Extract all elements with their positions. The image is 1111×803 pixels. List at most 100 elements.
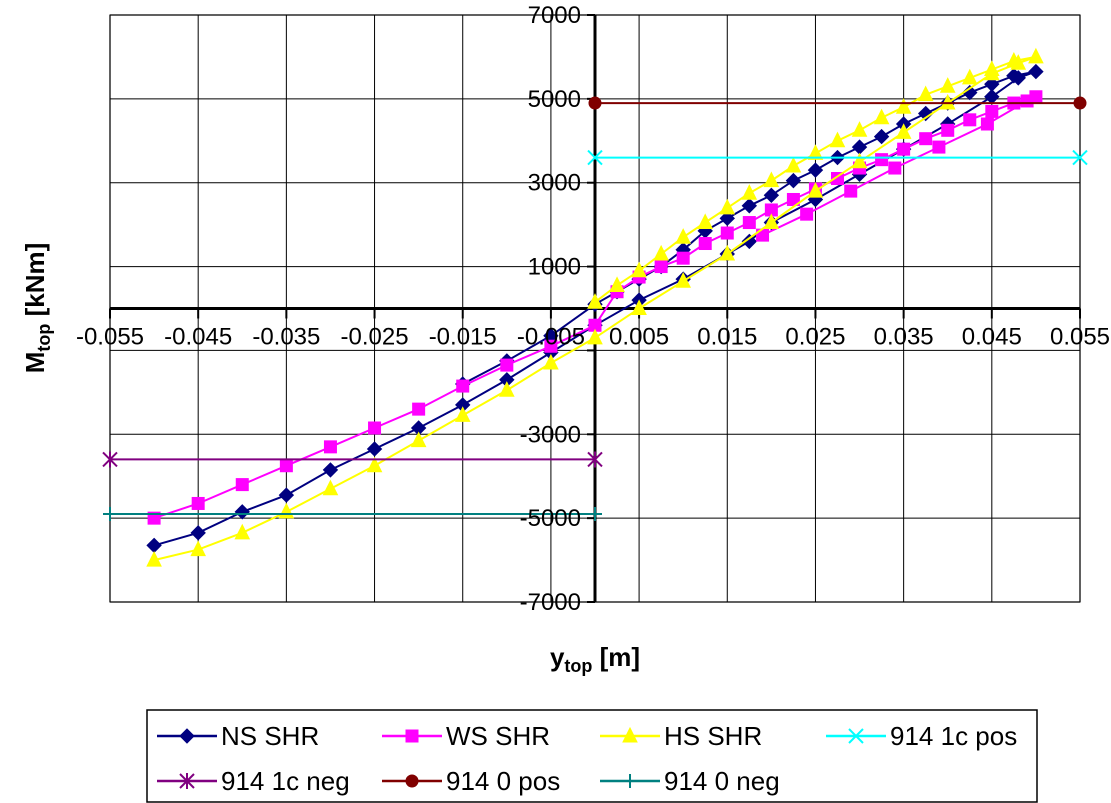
data-point-hs-shr bbox=[763, 171, 780, 188]
data-point-hs-shr bbox=[895, 98, 912, 114]
series-914-0-pos bbox=[588, 96, 1087, 110]
data-point-hs-shr bbox=[939, 93, 956, 110]
tick-labels: -0.055 -0.045 -0.035 -0.025 -0.015 -0.005 0.00… bbox=[76, 2, 1110, 616]
legend-item-914-1c-pos: 914 1c pos bbox=[826, 721, 1017, 751]
data-point-hs-shr bbox=[499, 381, 515, 397]
data-point-ns-shr bbox=[785, 172, 802, 189]
data-point-ns-shr bbox=[873, 128, 890, 145]
data-point-ws-shr bbox=[720, 226, 734, 240]
data-point-hs-shr bbox=[454, 406, 471, 422]
data-point-hs-shr bbox=[697, 213, 714, 230]
data-point-ns-shr bbox=[1028, 63, 1044, 80]
data-point-ns-shr bbox=[719, 210, 735, 227]
data-point-hs-shr bbox=[785, 156, 802, 173]
x-tick-label: -0.005 bbox=[517, 324, 585, 351]
x-tick-label: -0.045 bbox=[164, 324, 232, 351]
x-axis-title-sub: top bbox=[564, 656, 592, 676]
data-point-hs-shr bbox=[146, 550, 162, 567]
data-point-hs-shr bbox=[543, 353, 559, 370]
x-tick-label: 0.025 bbox=[785, 324, 845, 351]
data-point-914-0-pos bbox=[588, 96, 602, 110]
y-tick-label: 5000 bbox=[528, 86, 581, 113]
legend-item-914-1c-neg: 914 1c neg bbox=[157, 766, 350, 796]
data-point-ws-shr bbox=[698, 237, 712, 251]
data-point-ws-shr bbox=[742, 216, 756, 230]
y-axis-title-main: M bbox=[20, 352, 50, 374]
y-tick-label: 7000 bbox=[528, 2, 581, 29]
series-line-ns-shr bbox=[153, 70, 1037, 547]
data-point-ns-shr bbox=[741, 198, 758, 214]
data-point-ws-shr bbox=[191, 496, 205, 510]
y-axis-title-sub: top bbox=[34, 324, 54, 352]
data-point-914-1c-pos bbox=[1072, 149, 1088, 166]
legend-swatch-marker bbox=[623, 774, 637, 788]
x-tick-label: -0.025 bbox=[341, 324, 409, 351]
data-point-hs-shr bbox=[961, 68, 978, 85]
data-point-ws-shr bbox=[941, 123, 955, 137]
data-point-ws-shr bbox=[368, 421, 382, 435]
legend-label: WS SHR bbox=[446, 721, 550, 751]
data-point-hs-shr bbox=[675, 228, 691, 244]
data-point-hs-shr bbox=[1006, 52, 1022, 68]
data-point-hs-shr bbox=[895, 123, 912, 139]
legend-swatch-marker bbox=[179, 773, 195, 789]
y-tick-label: -3000 bbox=[520, 421, 581, 448]
data-point-ws-shr bbox=[786, 192, 800, 206]
data-point-ws-shr bbox=[544, 339, 558, 353]
data-point-hs-shr bbox=[719, 198, 736, 215]
data-point-ns-shr bbox=[741, 233, 758, 250]
x-axis-title-unit: [m] bbox=[592, 642, 640, 672]
y-tick-label: -7000 bbox=[520, 589, 581, 616]
legend-swatch-marker bbox=[405, 774, 419, 788]
data-point-ws-shr bbox=[932, 140, 946, 154]
legend-item-914-0-pos: 914 0 pos bbox=[382, 766, 560, 796]
data-point-914-1c-pos bbox=[587, 149, 603, 166]
y-tick-label: 3000 bbox=[528, 170, 581, 197]
data-point-hs-shr bbox=[609, 276, 625, 292]
x-axis-title: ytop [m] bbox=[550, 642, 640, 676]
data-point-ns-shr bbox=[984, 76, 1000, 92]
legend-label: HS SHR bbox=[664, 721, 762, 751]
series-914-1c-neg bbox=[102, 451, 603, 468]
data-point-ws-shr bbox=[279, 459, 293, 473]
data-point-hs-shr bbox=[741, 184, 758, 200]
y-axis-title: Mtop [kNm] bbox=[20, 243, 54, 374]
data-point-ws-shr bbox=[235, 478, 249, 492]
data-point-ws-shr bbox=[963, 113, 977, 127]
data-point-hs-shr bbox=[675, 272, 691, 288]
data-point-hs-shr bbox=[829, 131, 846, 148]
data-point-ws-shr bbox=[800, 207, 814, 221]
data-point-hs-shr bbox=[763, 213, 780, 230]
data-point-hs-shr bbox=[366, 456, 383, 473]
series-layer bbox=[102, 47, 1088, 567]
legend-item-ns-shr: NS SHR bbox=[157, 721, 319, 751]
legend-label: 914 0 pos bbox=[446, 766, 560, 796]
data-point-ns-shr bbox=[807, 162, 824, 178]
data-point-hs-shr bbox=[873, 108, 890, 125]
data-point-ns-shr bbox=[962, 84, 978, 101]
legend-item-914-0-neg: 914 0 neg bbox=[600, 766, 780, 796]
legend-swatch-marker bbox=[405, 729, 419, 743]
data-point-hs-shr bbox=[939, 77, 956, 93]
data-point-hs-shr bbox=[851, 152, 868, 169]
series-ws-shr bbox=[147, 90, 1043, 525]
data-point-914-0-pos bbox=[1073, 96, 1087, 110]
legend-label: NS SHR bbox=[221, 721, 319, 751]
data-point-ns-shr bbox=[1006, 68, 1022, 84]
data-point-ws-shr bbox=[1020, 94, 1034, 108]
x-axis-title-main: y bbox=[550, 642, 565, 672]
data-point-914-1c-neg bbox=[587, 451, 603, 468]
x-tick-label: 0.005 bbox=[609, 324, 669, 351]
data-point-ws-shr bbox=[844, 184, 858, 198]
data-point-914-0-neg bbox=[103, 506, 117, 521]
x-tick-label: 0.015 bbox=[697, 324, 757, 351]
data-point-hs-shr bbox=[851, 121, 868, 137]
data-point-ws-shr bbox=[985, 104, 999, 118]
data-point-914-0-neg bbox=[588, 506, 602, 521]
data-point-ns-shr bbox=[278, 487, 295, 503]
data-point-hs-shr bbox=[587, 328, 603, 345]
data-point-ws-shr bbox=[875, 153, 889, 167]
x-tick-label: -0.035 bbox=[252, 324, 320, 351]
legend-label: 914 1c neg bbox=[221, 766, 350, 796]
